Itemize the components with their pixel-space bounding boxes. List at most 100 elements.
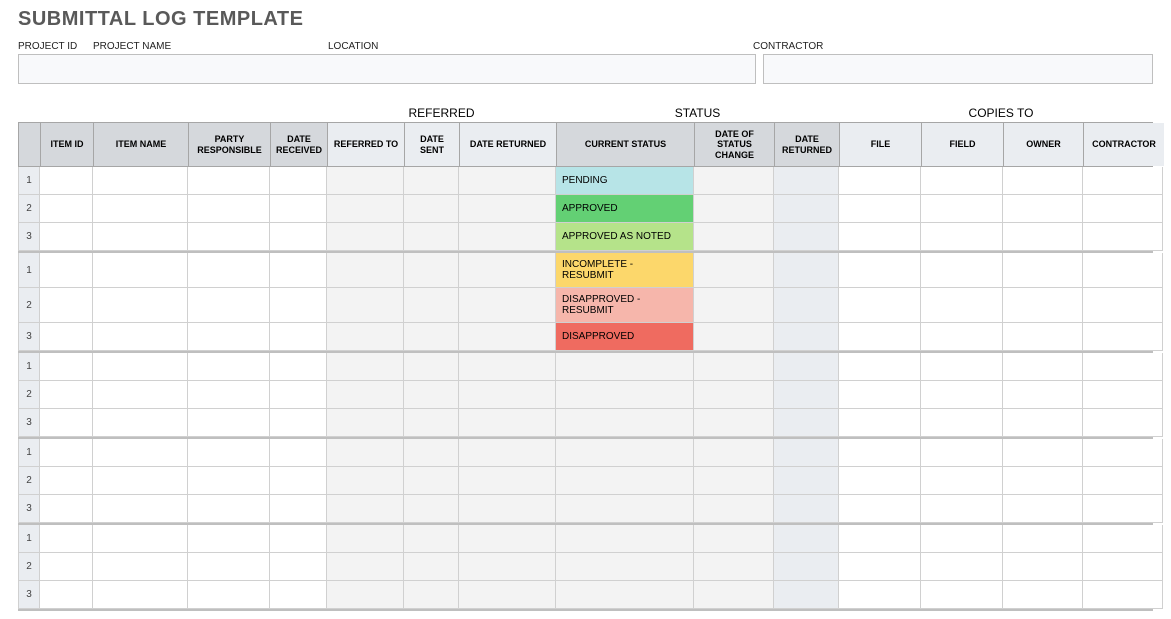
cell[interactable] — [270, 288, 327, 323]
cell[interactable] — [459, 195, 556, 223]
cell[interactable] — [1003, 381, 1083, 409]
cell[interactable] — [93, 409, 188, 437]
cell[interactable] — [188, 323, 270, 351]
cell[interactable] — [1003, 409, 1083, 437]
cell[interactable] — [839, 495, 921, 523]
cell[interactable] — [459, 353, 556, 381]
cell[interactable] — [404, 167, 459, 195]
cell[interactable] — [1003, 288, 1083, 323]
cell[interactable] — [1003, 525, 1083, 553]
cell-current-status[interactable]: APPROVED AS NOTED — [556, 223, 694, 251]
cell[interactable] — [40, 495, 93, 523]
cell[interactable] — [1003, 467, 1083, 495]
cell[interactable] — [839, 323, 921, 351]
cell[interactable] — [404, 467, 459, 495]
cell-current-status[interactable] — [556, 525, 694, 553]
cell[interactable] — [1083, 195, 1163, 223]
cell[interactable] — [40, 581, 93, 609]
cell-current-status[interactable] — [556, 381, 694, 409]
cell[interactable] — [1083, 353, 1163, 381]
cell[interactable] — [774, 381, 839, 409]
cell[interactable] — [1083, 223, 1163, 251]
cell[interactable] — [839, 381, 921, 409]
cell[interactable] — [774, 167, 839, 195]
cell[interactable] — [459, 167, 556, 195]
cell[interactable] — [774, 525, 839, 553]
cell[interactable] — [774, 439, 839, 467]
cell[interactable] — [839, 581, 921, 609]
cell[interactable] — [839, 467, 921, 495]
cell[interactable] — [40, 525, 93, 553]
cell[interactable] — [694, 353, 774, 381]
cell[interactable] — [694, 553, 774, 581]
cell[interactable] — [93, 581, 188, 609]
cell[interactable] — [188, 581, 270, 609]
cell[interactable] — [93, 167, 188, 195]
cell[interactable] — [1003, 323, 1083, 351]
cell[interactable] — [327, 195, 404, 223]
cell[interactable] — [921, 381, 1003, 409]
cell[interactable] — [93, 467, 188, 495]
cell[interactable] — [921, 409, 1003, 437]
cell[interactable] — [459, 495, 556, 523]
cell[interactable] — [327, 581, 404, 609]
cell-current-status[interactable] — [556, 439, 694, 467]
cell[interactable] — [188, 495, 270, 523]
cell[interactable] — [327, 439, 404, 467]
cell[interactable] — [694, 439, 774, 467]
cell[interactable] — [459, 253, 556, 288]
cell[interactable] — [839, 439, 921, 467]
cell-current-status[interactable] — [556, 467, 694, 495]
cell[interactable] — [459, 439, 556, 467]
cell[interactable] — [404, 409, 459, 437]
cell[interactable] — [1083, 553, 1163, 581]
cell[interactable] — [1083, 381, 1163, 409]
cell[interactable] — [1083, 467, 1163, 495]
cell[interactable] — [327, 167, 404, 195]
cell[interactable] — [459, 581, 556, 609]
cell[interactable] — [774, 581, 839, 609]
cell[interactable] — [40, 353, 93, 381]
cell[interactable] — [774, 288, 839, 323]
cell[interactable] — [404, 525, 459, 553]
meta-field-contractor[interactable] — [763, 54, 1153, 84]
cell[interactable] — [188, 381, 270, 409]
cell[interactable] — [327, 495, 404, 523]
cell[interactable] — [270, 467, 327, 495]
cell[interactable] — [40, 553, 93, 581]
cell[interactable] — [1003, 439, 1083, 467]
cell[interactable] — [188, 439, 270, 467]
cell[interactable] — [404, 353, 459, 381]
cell[interactable] — [270, 253, 327, 288]
cell[interactable] — [774, 353, 839, 381]
cell[interactable] — [93, 439, 188, 467]
cell[interactable] — [93, 525, 188, 553]
cell[interactable] — [1003, 167, 1083, 195]
cell-current-status[interactable]: INCOMPLETE - RESUBMIT — [556, 253, 694, 288]
cell[interactable] — [40, 381, 93, 409]
cell[interactable] — [270, 167, 327, 195]
cell[interactable] — [270, 553, 327, 581]
cell[interactable] — [459, 288, 556, 323]
cell[interactable] — [93, 353, 188, 381]
meta-field-left[interactable] — [18, 54, 756, 84]
cell[interactable] — [40, 467, 93, 495]
cell[interactable] — [459, 409, 556, 437]
cell[interactable] — [1083, 253, 1163, 288]
cell[interactable] — [839, 553, 921, 581]
cell[interactable] — [839, 253, 921, 288]
cell[interactable] — [1003, 353, 1083, 381]
cell[interactable] — [839, 353, 921, 381]
cell[interactable] — [839, 409, 921, 437]
cell[interactable] — [694, 409, 774, 437]
cell[interactable] — [694, 495, 774, 523]
cell-current-status[interactable]: DISAPPROVED — [556, 323, 694, 351]
cell[interactable] — [694, 581, 774, 609]
cell[interactable] — [270, 223, 327, 251]
cell[interactable] — [1083, 409, 1163, 437]
cell[interactable] — [459, 553, 556, 581]
cell[interactable] — [40, 223, 93, 251]
cell[interactable] — [921, 323, 1003, 351]
cell[interactable] — [404, 381, 459, 409]
cell[interactable] — [1003, 553, 1083, 581]
